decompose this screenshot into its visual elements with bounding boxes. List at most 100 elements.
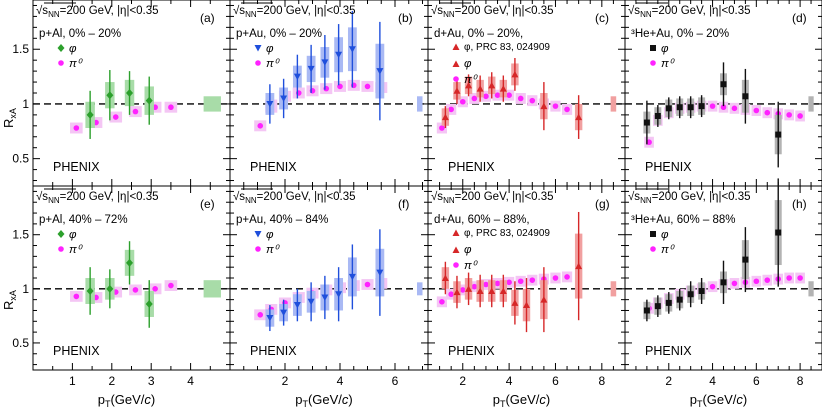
phenix-label: PHENIX — [250, 344, 297, 358]
global-uncertainty-box — [610, 96, 617, 112]
legend-pi0-text: π⁰ — [266, 58, 281, 70]
x-axis-title-part: c — [736, 392, 743, 407]
global-uncertainty-box — [203, 280, 221, 298]
legend-pi0-text: π⁰ — [661, 58, 676, 70]
legend-phi-text: φ — [69, 43, 77, 55]
x-tick-label: 6 — [753, 374, 760, 388]
legend-phi-text: φ — [69, 229, 77, 241]
panels: 0.511.5√sNN=200 GeV, |η|<0.35 (a)p+Al, 0%… — [12, 0, 822, 388]
energy-label: √sNN=200 GeV, |η|<0.35 — [431, 4, 554, 19]
pi0-point — [709, 103, 716, 109]
energy-nn-sub: NN — [640, 10, 652, 19]
pi0-point — [786, 275, 792, 281]
phi-point — [665, 299, 672, 306]
pi0-point — [506, 279, 512, 286]
energy-sqrt-s: √s — [36, 190, 48, 203]
energy-nn-sub: NN — [443, 196, 455, 205]
legend-phi-text: φ — [464, 244, 472, 256]
x-axis-title-part: T — [105, 399, 111, 409]
pi0-point — [168, 282, 174, 289]
y-tick-label: 1 — [22, 282, 29, 296]
x-tick-label: 2 — [108, 374, 115, 388]
pi0-point — [257, 123, 264, 129]
energy-nn-sub: NN — [640, 196, 652, 205]
pi0-point — [483, 93, 489, 100]
energy-nn-sub: NN — [443, 10, 455, 19]
energy-label: √sNN=200 GeV, |η|<0.35 — [431, 190, 554, 205]
axis-titles: RxA RxA — [1, 108, 18, 310]
x-axis-title-part: (GeV/ — [110, 392, 144, 407]
energy-label: √sNN=200 GeV, |η|<0.35 — [233, 4, 356, 19]
phi-point — [106, 91, 114, 100]
energy-suffix: =200 GeV, |η|<0.35 — [257, 5, 356, 17]
system-label: ³He+Au, 0% – 20% — [631, 28, 729, 40]
x-axis-title-part: c — [539, 392, 546, 407]
phi-point — [575, 262, 583, 270]
x-axis-title-part: c — [144, 392, 151, 407]
x-tick-label: 4 — [506, 374, 513, 388]
x-axis-title: pT(GeV/c) — [98, 392, 156, 409]
energy-suffix: =200 GeV, |η|<0.35 — [60, 191, 159, 203]
phi-point — [453, 288, 461, 296]
phi-point — [293, 302, 301, 309]
phi-point — [376, 68, 384, 75]
legend-phi-marker — [452, 246, 460, 253]
panel-e: 0.5 1 1.5 1 2 3 4 √sNN=200 GeV, |η|<0.35 (e) p+Al… — [12, 185, 231, 388]
panel-label: (d) — [792, 11, 807, 25]
legend-phi-marker — [452, 60, 460, 67]
phi-point — [488, 81, 496, 89]
phi-point — [145, 96, 153, 105]
phi-point — [511, 299, 519, 306]
pi0-point — [439, 299, 445, 305]
pi0-point — [753, 278, 760, 285]
x-axis-title-part: ) — [743, 392, 747, 407]
global-uncertainty-box — [808, 281, 814, 297]
legend-phi-text: φ — [661, 43, 669, 55]
legend-pi0-marker — [453, 76, 459, 82]
phi-point — [499, 85, 507, 92]
x-tick-label: 6 — [552, 374, 559, 388]
panel-d: √sNN=200 GeV, |η|<0.35 (d) ³He+Au, 0% – 20… — [624, 0, 822, 187]
phi-point — [321, 59, 329, 66]
legend-pi0-marker — [58, 246, 64, 252]
energy-suffix: =200 GeV, |η|<0.35 — [652, 191, 751, 203]
pi0-point — [552, 103, 559, 109]
global-uncertainty-box — [610, 281, 617, 297]
phi-point — [465, 285, 473, 292]
legend-phi-text: φ — [464, 58, 472, 70]
phi-point — [488, 287, 496, 294]
phi-point — [126, 258, 134, 267]
phi-point — [720, 81, 727, 88]
phi-point — [540, 296, 548, 303]
phi-point — [499, 287, 507, 294]
phi-point — [476, 85, 484, 92]
x-axis-title-part: c — [342, 392, 349, 407]
x-tick-label: 8 — [797, 374, 804, 388]
pi0-point — [564, 106, 570, 113]
phenix-label: PHENIX — [53, 160, 100, 174]
pi0-point — [786, 112, 792, 118]
x-axis-title-part: (GeV/ — [505, 392, 539, 407]
x-tick-label: 6 — [392, 374, 399, 388]
phi-point — [698, 103, 705, 110]
x-axis-title-part: (GeV/ — [308, 392, 342, 407]
x-tick-label: 4 — [709, 374, 716, 388]
phenix-label: PHENIX — [250, 160, 297, 174]
phi-point — [775, 131, 782, 138]
pi0-point — [73, 125, 80, 131]
x-axis-title-part: ) — [546, 392, 550, 407]
pi0-point — [764, 109, 771, 116]
panel-b: √sNN=200 GeV, |η|<0.35 (b) p+Au, 0% – 20% φ… — [229, 0, 429, 187]
phi-point — [698, 287, 705, 294]
pi0-point — [506, 92, 512, 98]
energy-label: √sNN=200 GeV, |η|<0.35 — [628, 190, 751, 205]
pi0-point — [564, 274, 570, 280]
pi0-point — [731, 280, 738, 287]
global-uncertainty-box — [203, 96, 221, 112]
phi-point — [348, 46, 356, 53]
energy-sqrt-s: √s — [628, 190, 640, 203]
x-axis-title-part: T — [302, 399, 308, 409]
phi-point — [293, 73, 301, 81]
phi-point — [654, 112, 661, 119]
pi0-point — [364, 83, 371, 90]
